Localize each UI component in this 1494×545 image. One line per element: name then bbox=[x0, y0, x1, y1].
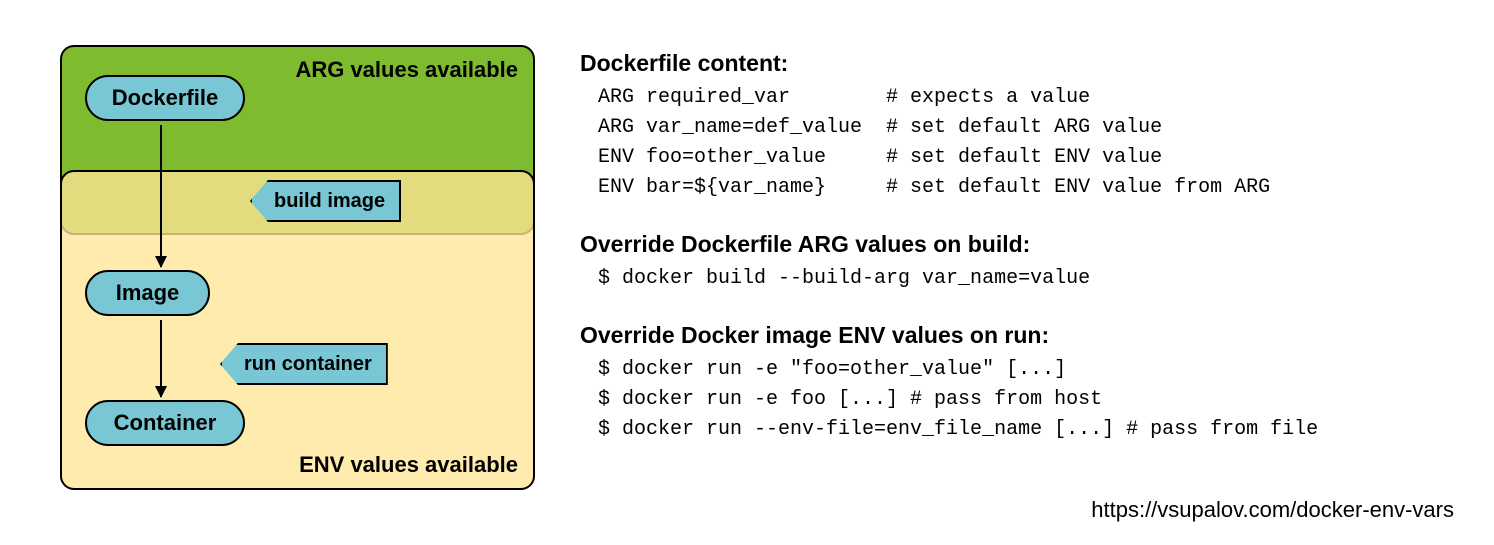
node-dockerfile-label: Dockerfile bbox=[112, 85, 218, 111]
code-build: $ docker build --build-arg var_name=valu… bbox=[598, 264, 1460, 294]
tag-build-image: build image bbox=[250, 180, 401, 222]
arrow-dockerfile-to-image bbox=[160, 125, 162, 267]
section-title-run: Override Docker image ENV values on run: bbox=[580, 322, 1460, 349]
node-dockerfile: Dockerfile bbox=[85, 75, 245, 121]
section-title-dockerfile: Dockerfile content: bbox=[580, 50, 1460, 77]
node-container: Container bbox=[85, 400, 245, 446]
text-column: Dockerfile content: ARG required_var # e… bbox=[580, 50, 1460, 473]
env-scope-label: ENV values available bbox=[299, 452, 518, 478]
node-container-label: Container bbox=[114, 410, 217, 436]
code-dockerfile: ARG required_var # expects a value ARG v… bbox=[598, 83, 1460, 203]
node-image-label: Image bbox=[116, 280, 180, 306]
flow-diagram: ARG values available ENV values availabl… bbox=[60, 45, 535, 490]
tag-build-image-label: build image bbox=[274, 190, 385, 213]
arg-scope-label: ARG values available bbox=[295, 57, 518, 83]
node-image: Image bbox=[85, 270, 210, 316]
section-title-build: Override Dockerfile ARG values on build: bbox=[580, 231, 1460, 258]
code-run: $ docker run -e "foo=other_value" [...] … bbox=[598, 355, 1460, 445]
source-url: https://vsupalov.com/docker-env-vars bbox=[1091, 497, 1454, 523]
tag-run-container: run container bbox=[220, 343, 388, 385]
tag-run-container-label: run container bbox=[244, 353, 372, 376]
arrow-image-to-container bbox=[160, 320, 162, 397]
